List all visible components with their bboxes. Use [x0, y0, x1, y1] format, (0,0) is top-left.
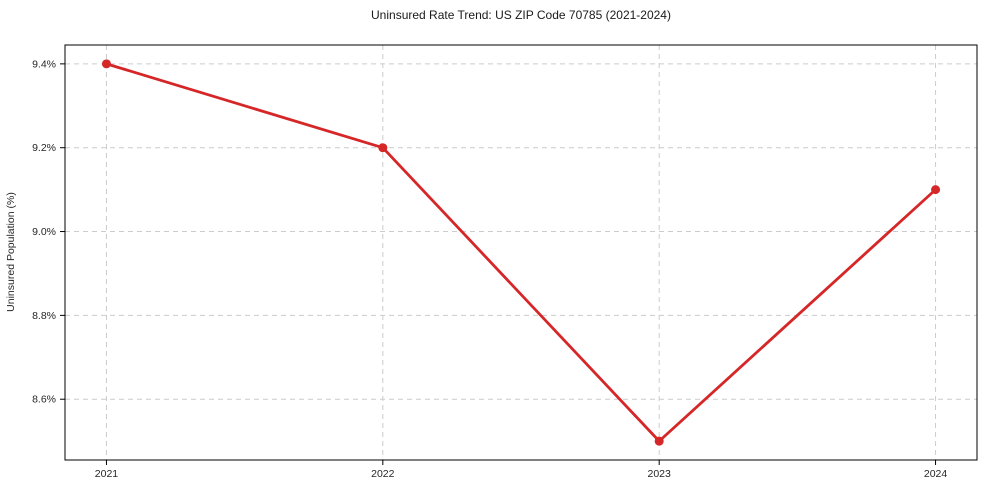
data-point-marker: [654, 436, 664, 446]
trend-line: [105, 62, 937, 443]
chart-title: Uninsured Rate Trend: US ZIP Code 70785 …: [371, 8, 671, 22]
y-axis-label: Uninsured Population (%): [5, 192, 17, 312]
y-tick-label: 9.4%: [32, 58, 56, 70]
y-tick-label: 9.2%: [32, 142, 56, 154]
data-point-marker: [101, 59, 111, 69]
y-tick-label: 9.0%: [32, 226, 56, 238]
data-point-marker: [931, 185, 941, 195]
x-tick-label: 2023: [648, 468, 672, 480]
y-tick-label: 8.8%: [32, 310, 56, 322]
data-point-marker: [378, 143, 388, 153]
plot-border: [64, 44, 978, 461]
grid-layer: [65, 45, 977, 460]
series-layer: [101, 59, 941, 446]
x-tick-label: 2022: [371, 468, 395, 480]
x-tick-label: 2021: [95, 468, 119, 480]
x-tick-label: 2024: [924, 468, 948, 480]
axis-layer: 8.6% 8.8% 9.0% 9.2% 9.4% 2021 2022 2023 2024: [32, 44, 978, 480]
y-tick-label: 8.6%: [32, 394, 56, 406]
